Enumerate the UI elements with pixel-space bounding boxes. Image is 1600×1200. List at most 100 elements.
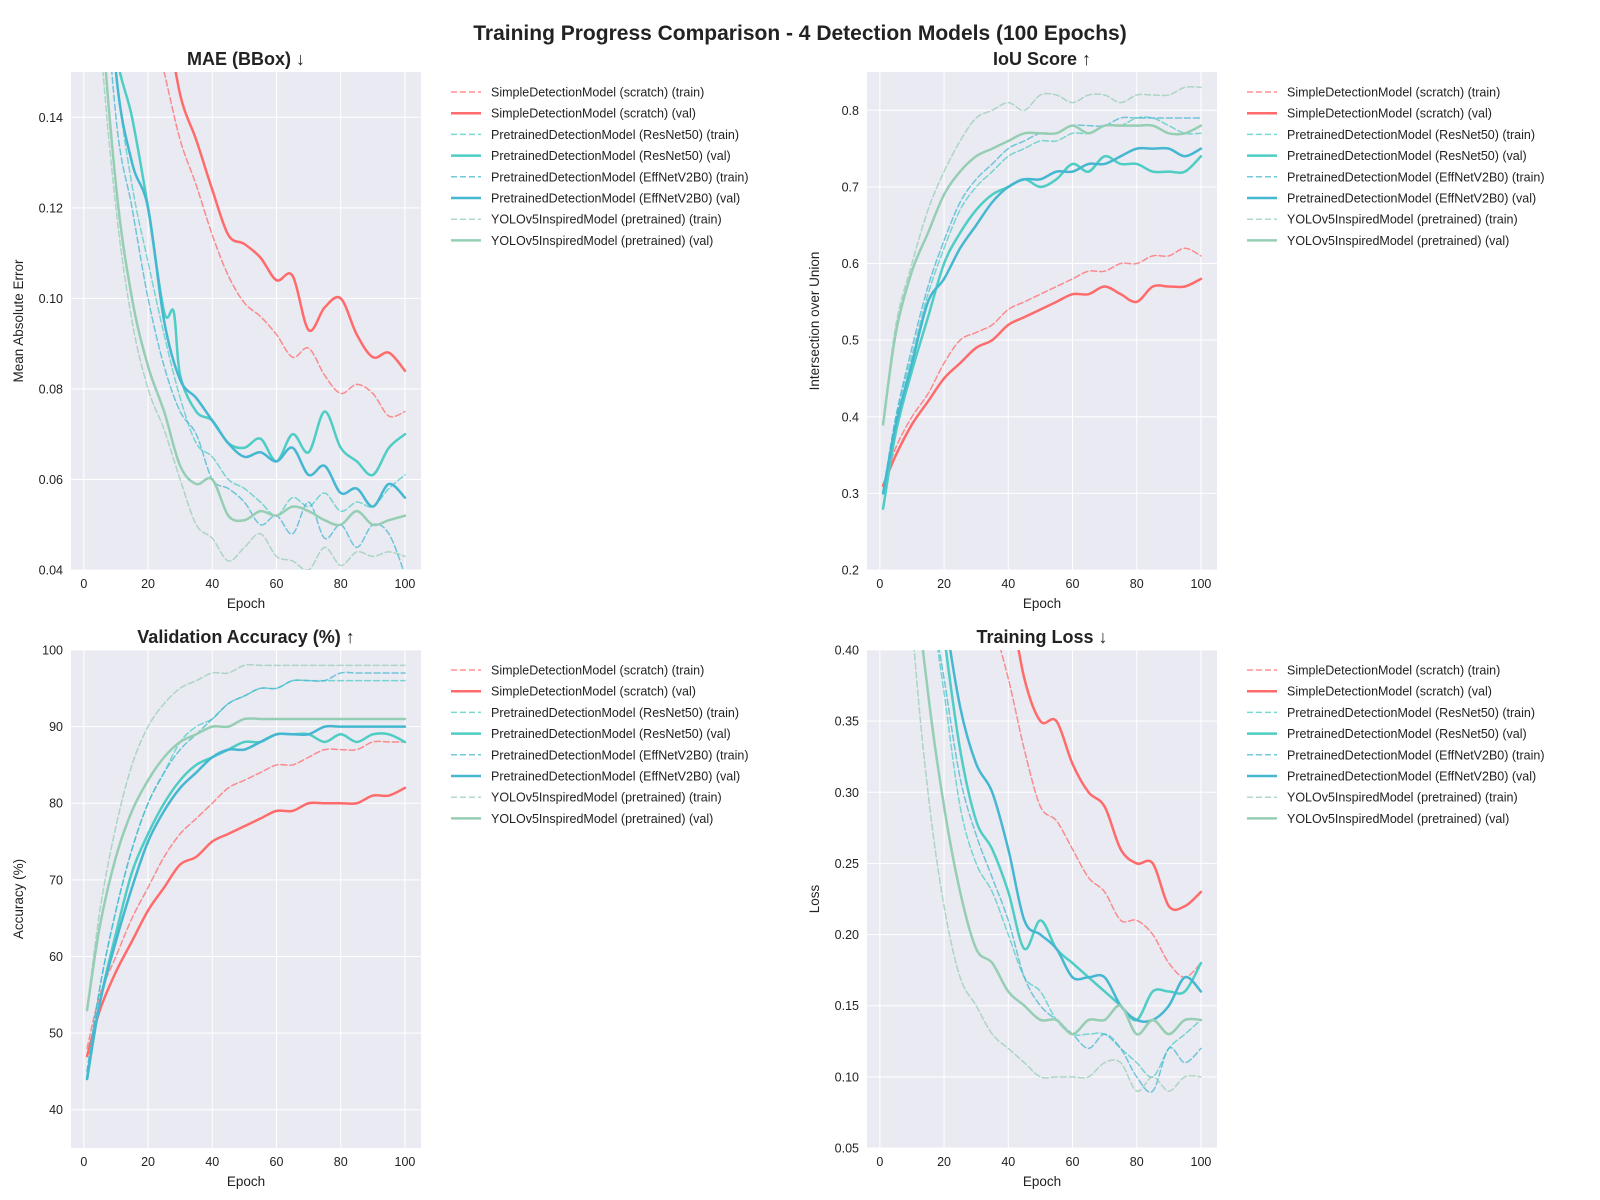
legend-label: SimpleDetectionModel (scratch) (val) — [491, 107, 696, 121]
y-tick-label: 90 — [49, 720, 63, 734]
legend-label: PretrainedDetectionModel (ResNet50) (val… — [491, 727, 731, 741]
legend: SimpleDetectionModel (scratch) (train) Si… — [1247, 86, 1545, 248]
y-tick-label: 0.10 — [835, 1070, 859, 1084]
legend-label: PretrainedDetectionModel (ResNet50) (tra… — [491, 706, 739, 720]
y-tick-label: 40 — [49, 1103, 63, 1117]
series-line-simpledetectionmodel-scratch-val — [85, 786, 407, 1058]
series-line-pretraineddetectionmodel-effnetv2b0-train — [938, 650, 1202, 1093]
series-line-pretraineddetectionmodel-effnetv2b0-train — [111, 72, 405, 570]
legend-label: PretrainedDetectionModel (EffNetV2B0) (t… — [491, 748, 749, 762]
x-tick-label: 100 — [1191, 577, 1212, 591]
legend-label: SimpleDetectionModel (scratch) (val) — [1287, 107, 1492, 121]
y-axis-label: Accuracy (%) — [11, 859, 26, 939]
series-group — [102, 72, 407, 570]
legend-label: SimpleDetectionModel (scratch) (train) — [491, 664, 704, 678]
plot-area — [867, 650, 1217, 1148]
legend-label: YOLOv5InspiredModel (pretrained) (val) — [491, 234, 713, 248]
series-line-yolov5inspiredmodel-pretrained-val — [85, 717, 407, 1012]
legend-label: YOLOv5InspiredModel (pretrained) (train) — [1287, 791, 1518, 805]
y-tick-label: 0.35 — [835, 715, 859, 729]
y-axis-label: Loss — [807, 884, 822, 913]
x-tick-label: 40 — [1001, 1155, 1015, 1169]
legend-label: PretrainedDetectionModel (EffNetV2B0) (t… — [1287, 748, 1545, 762]
y-tick-label: 0.20 — [835, 928, 859, 942]
x-tick-label: 0 — [80, 1155, 87, 1169]
x-tick-label: 60 — [270, 577, 284, 591]
subplot-title: IoU Score ↑ — [993, 49, 1091, 69]
y-tick-label: 80 — [49, 797, 63, 811]
y-tick-label: 0.7 — [842, 180, 859, 194]
legend-label: SimpleDetectionModel (scratch) (val) — [1287, 685, 1492, 699]
y-tick-label: 0.4 — [842, 410, 859, 424]
x-tick-label: 60 — [270, 1155, 284, 1169]
series-line-simpledetectionmodel-scratch-val — [174, 72, 407, 373]
y-tick-label: 0.10 — [39, 292, 63, 306]
legend-label: YOLOv5InspiredModel (pretrained) (train) — [1287, 213, 1518, 227]
series-line-simpledetectionmodel-scratch-train — [999, 650, 1202, 979]
series-line-yolov5inspiredmodel-pretrained-train — [913, 650, 1202, 1092]
series-line-simpledetectionmodel-scratch-val — [1017, 650, 1203, 912]
y-axis-label: Mean Absolute Error — [11, 259, 26, 383]
subplot-title: MAE (BBox) ↓ — [187, 49, 305, 69]
plot-area — [867, 72, 1217, 570]
series-line-pretraineddetectionmodel-effnetv2b0-val — [85, 724, 407, 1081]
legend-label: PretrainedDetectionModel (ResNet50) (val… — [1287, 149, 1527, 163]
y-tick-label: 0.06 — [39, 473, 63, 487]
legend-label: YOLOv5InspiredModel (pretrained) (val) — [491, 812, 713, 826]
series-line-simpledetectionmodel-scratch-train — [163, 72, 406, 418]
legend-label: PretrainedDetectionModel (EffNetV2B0) (v… — [1287, 192, 1536, 206]
y-tick-label: 0.5 — [842, 334, 859, 348]
y-tick-label: 60 — [49, 950, 63, 964]
series-group — [881, 86, 1203, 510]
y-tick-label: 0.40 — [835, 644, 859, 658]
legend-label: YOLOv5InspiredModel (pretrained) (val) — [1287, 812, 1509, 826]
series-line-yolov5inspiredmodel-pretrained-val — [104, 72, 407, 527]
x-axis-label: Epoch — [1023, 596, 1061, 611]
y-tick-label: 0.6 — [842, 257, 859, 271]
y-axis-label: Intersection over Union — [807, 252, 822, 391]
x-axis-label: Epoch — [227, 596, 265, 611]
series-line-yolov5inspiredmodel-pretrained-train — [102, 72, 406, 570]
series-group — [85, 664, 407, 1081]
x-axis-label: Epoch — [227, 1174, 265, 1189]
x-tick-label: 100 — [395, 577, 416, 591]
legend-label: PretrainedDetectionModel (ResNet50) (tra… — [1287, 706, 1535, 720]
series-line-simpledetectionmodel-scratch-val — [881, 277, 1203, 487]
legend-label: PretrainedDetectionModel (EffNetV2B0) (v… — [491, 770, 740, 784]
legend: SimpleDetectionModel (scratch) (train) Si… — [451, 664, 749, 826]
x-tick-label: 20 — [141, 1155, 155, 1169]
legend-label: YOLOv5InspiredModel (pretrained) (train) — [491, 213, 722, 227]
x-tick-label: 20 — [937, 1155, 951, 1169]
x-tick-label: 100 — [395, 1155, 416, 1169]
series-line-pretraineddetectionmodel-effnetv2b0-train — [86, 671, 406, 1073]
x-tick-label: 20 — [937, 577, 951, 591]
x-tick-label: 80 — [1130, 577, 1144, 591]
legend-label: PretrainedDetectionModel (ResNet50) (tra… — [1287, 128, 1535, 142]
series-line-yolov5inspiredmodel-pretrained-val — [921, 650, 1203, 1036]
x-tick-label: 60 — [1066, 577, 1080, 591]
legend-label: PretrainedDetectionModel (EffNetV2B0) (v… — [491, 192, 740, 206]
legend-label: YOLOv5InspiredModel (pretrained) (val) — [1287, 234, 1509, 248]
series-line-pretraineddetectionmodel-resnet50-train — [882, 116, 1202, 495]
legend: SimpleDetectionModel (scratch) (train) Si… — [1247, 664, 1545, 826]
series-line-yolov5inspiredmodel-pretrained-val — [881, 123, 1203, 426]
series-line-pretraineddetectionmodel-effnetv2b0-val — [881, 146, 1203, 495]
series-line-simpledetectionmodel-scratch-train — [86, 740, 406, 1050]
series-line-pretraineddetectionmodel-resnet50-val — [881, 154, 1203, 510]
x-tick-label: 80 — [334, 577, 348, 591]
legend-label: PretrainedDetectionModel (ResNet50) (tra… — [491, 128, 739, 142]
x-tick-label: 0 — [876, 577, 883, 591]
y-tick-label: 0.12 — [39, 201, 63, 215]
y-tick-label: 70 — [49, 873, 63, 887]
x-tick-label: 20 — [141, 577, 155, 591]
y-tick-label: 0.30 — [835, 786, 859, 800]
x-tick-label: 80 — [334, 1155, 348, 1169]
y-tick-label: 0.8 — [842, 104, 859, 118]
x-tick-label: 40 — [205, 577, 219, 591]
series-line-simpledetectionmodel-scratch-train — [882, 247, 1202, 487]
legend-label: PretrainedDetectionModel (EffNetV2B0) (v… — [1287, 770, 1536, 784]
subplots: 0.04 0.06 0.08 0.10 0.12 0.14 0 20 40 60 80 100 MAE … — [11, 49, 1545, 1189]
x-tick-label: 80 — [1130, 1155, 1144, 1169]
y-tick-label: 0.25 — [835, 857, 859, 871]
